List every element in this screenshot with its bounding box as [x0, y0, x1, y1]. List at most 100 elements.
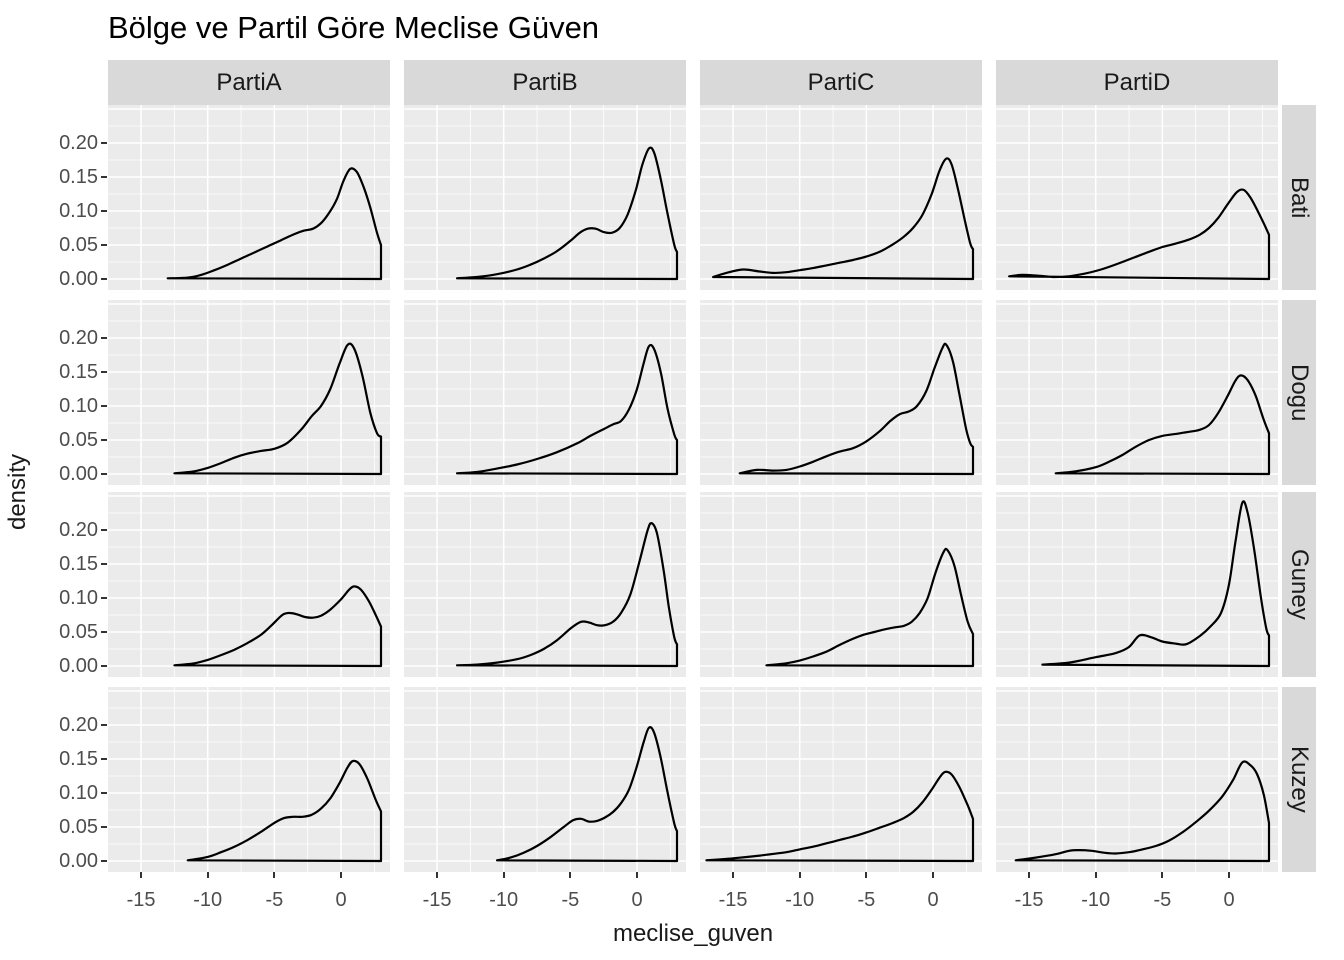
facet-column-label: PartiD — [1103, 68, 1171, 96]
y-tick-label: 0.10 — [59, 587, 98, 609]
y-tick-mark — [101, 278, 107, 280]
panel-background — [996, 105, 1278, 290]
y-tick-mark — [101, 371, 107, 373]
density-plot — [996, 300, 1278, 485]
y-tick-mark — [101, 860, 107, 862]
x-tick-mark — [340, 872, 342, 878]
y-tick-mark — [101, 176, 107, 178]
y-tick-label: 0.10 — [59, 782, 98, 804]
panel-background — [404, 492, 686, 677]
y-tick-mark — [101, 439, 107, 441]
x-tick-label: -10 — [489, 889, 519, 911]
panel-background — [700, 687, 982, 872]
facet-panel-dogu-partia — [108, 300, 390, 485]
facet-row-strip-guney: Guney — [1282, 492, 1316, 677]
facet-row-label: Kuzey — [1286, 746, 1313, 813]
x-tick-mark — [502, 872, 505, 878]
y-tick-label: 0.15 — [59, 553, 98, 575]
x-tick-label: 0 — [335, 889, 347, 911]
x-tick-mark — [1228, 872, 1230, 878]
x-tick-mark — [569, 872, 572, 878]
facet-panel-guney-partid — [996, 492, 1278, 677]
facet-row-label: Bati — [1286, 176, 1313, 219]
x-tick-label: 0 — [1223, 889, 1235, 911]
facet-column-label: PartiB — [512, 68, 578, 96]
x-tick-label: -10 — [193, 889, 223, 911]
facet-column-strip-partic: PartiC — [700, 60, 982, 105]
panel-background — [996, 492, 1278, 677]
y-tick-mark — [101, 337, 107, 339]
facet-column-strip-partid: PartiD — [996, 60, 1278, 105]
y-tick-label: 0.05 — [59, 816, 98, 838]
density-curve — [1054, 374, 1271, 476]
density-curve — [455, 521, 679, 668]
density-curve — [1041, 500, 1271, 668]
y-tick-label: 0.15 — [59, 166, 98, 188]
facet-row-strip-dogu: Dogu — [1282, 300, 1316, 485]
facet-row-label: Dogu — [1286, 363, 1313, 422]
density-curve — [186, 759, 383, 863]
facet-column-strip-partia: PartiA — [108, 60, 390, 105]
y-tick-label: 0.20 — [59, 519, 98, 541]
panel-background — [108, 687, 390, 872]
density-curve — [712, 157, 975, 281]
density-curve — [455, 343, 679, 476]
y-tick-label: 0.15 — [59, 361, 98, 383]
facet-panel-kuzey-partic — [700, 687, 982, 872]
x-tick-label: -10 — [785, 889, 815, 911]
facet-panel-kuzey-partid — [996, 687, 1278, 872]
x-tick-mark — [1028, 872, 1031, 878]
density-plot — [404, 687, 686, 872]
y-tick-mark — [101, 665, 107, 667]
y-tick-mark — [101, 563, 107, 565]
density-curve — [765, 547, 975, 668]
density-curve — [705, 770, 975, 863]
facet-column-strip-partib: PartiB — [404, 60, 686, 105]
x-axis-title: meclise_guven — [612, 920, 774, 947]
x-tick-label: -5 — [1153, 889, 1172, 911]
density-plot — [996, 687, 1278, 872]
chart-title: Bölge ve Partil Göre Meclise Güven — [108, 10, 600, 45]
panel-background — [108, 105, 390, 290]
y-tick-mark — [101, 724, 107, 726]
density-curve — [173, 342, 383, 476]
density-plot — [700, 492, 982, 677]
x-tick-mark — [206, 872, 209, 878]
x-tick-label: -5 — [561, 889, 580, 911]
x-tick-mark — [1161, 872, 1164, 878]
facet-panel-guney-partib — [404, 492, 686, 677]
x-tick-label: -15 — [126, 889, 156, 911]
y-tick-label: 0.10 — [59, 200, 98, 222]
y-tick-mark — [101, 792, 107, 794]
facet-panel-guney-partia — [108, 492, 390, 677]
density-plot — [996, 492, 1278, 677]
facet-row-strip-bati: Bati — [1282, 105, 1316, 290]
x-tick-label: -15 — [1014, 889, 1044, 911]
panel-background — [108, 492, 390, 677]
panel-background — [700, 492, 982, 677]
x-tick-label: -5 — [857, 889, 876, 911]
facet-panel-dogu-partid — [996, 300, 1278, 485]
y-tick-label: 0.05 — [59, 621, 98, 643]
y-tick-label: 0.20 — [59, 327, 98, 349]
facet-row-label: Guney — [1286, 549, 1313, 620]
y-tick-mark — [101, 405, 107, 407]
panel-background — [404, 105, 686, 290]
facet-panel-dogu-partic — [700, 300, 982, 485]
y-tick-label: 0.10 — [59, 395, 98, 417]
y-tick-label: 0.05 — [59, 429, 98, 451]
y-tick-mark — [101, 473, 107, 475]
y-tick-mark — [101, 244, 107, 246]
y-tick-label: 0.20 — [59, 132, 98, 154]
x-tick-label: -15 — [422, 889, 452, 911]
panel-background — [700, 105, 982, 290]
x-tick-label: -10 — [1081, 889, 1111, 911]
y-tick-label: 0.15 — [59, 748, 98, 770]
density-plot — [108, 492, 390, 677]
x-tick-mark — [140, 872, 143, 878]
density-plot — [700, 300, 982, 485]
x-tick-mark — [932, 872, 934, 878]
x-tick-mark — [732, 872, 735, 878]
y-tick-label: 0.00 — [59, 268, 98, 290]
